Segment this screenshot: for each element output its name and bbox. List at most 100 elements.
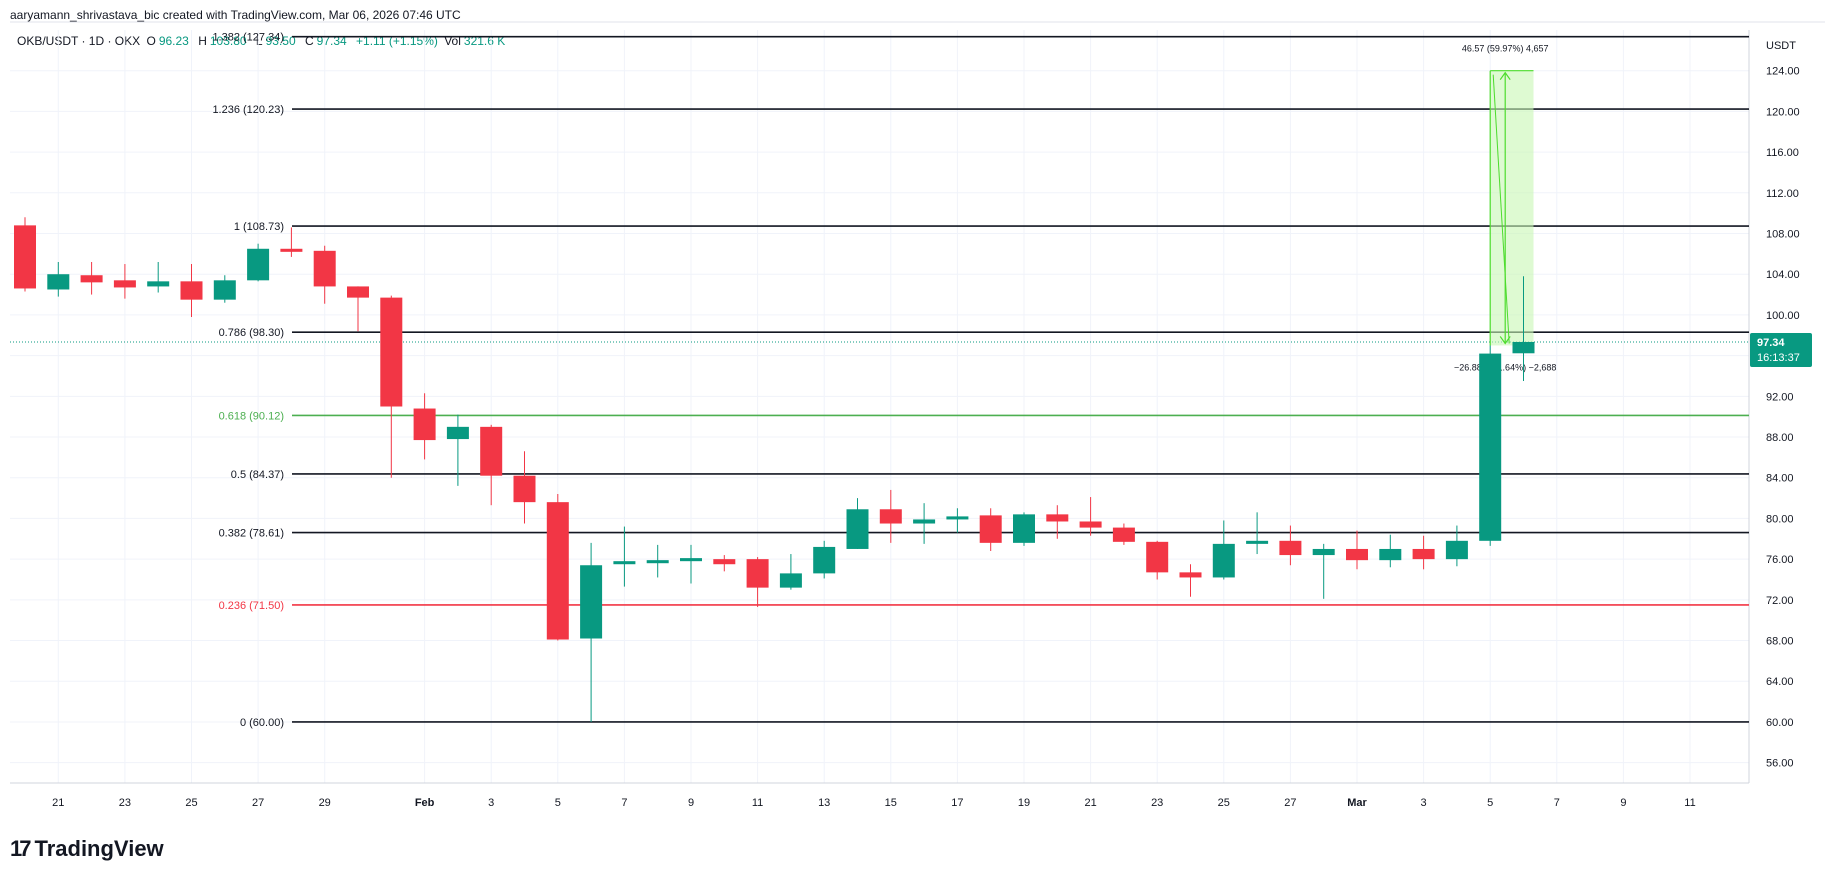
candle-2 xyxy=(80,262,103,295)
candle-11 xyxy=(380,295,403,478)
candle-31 xyxy=(1046,505,1069,539)
time-tick-23: 9 xyxy=(1620,797,1626,809)
candle-body-6 xyxy=(213,280,236,300)
time-tick-11: 13 xyxy=(818,797,830,809)
time-tick-7: 5 xyxy=(555,797,561,809)
candle-32 xyxy=(1079,497,1102,536)
candle-body-16 xyxy=(546,502,569,640)
price-tick-1: 60.00 xyxy=(1766,717,1794,729)
candle-body-4 xyxy=(147,281,170,287)
price-tick-14: 112.00 xyxy=(1766,188,1799,200)
candle-38 xyxy=(1279,525,1302,566)
currency-label: USDT xyxy=(1766,40,1796,52)
fib-label-5: 0.5 (84.37) xyxy=(231,469,284,481)
time-tick-8: 7 xyxy=(621,797,627,809)
symbol-name[interactable]: OKB/USDT · 1D · OKX xyxy=(17,34,141,48)
candle-body-18 xyxy=(613,561,636,565)
time-tick-19: Mar xyxy=(1347,797,1367,809)
candle-body-37 xyxy=(1246,540,1269,544)
fib-label-2: 1 (108.73) xyxy=(234,221,284,233)
candle-body-1 xyxy=(47,274,70,290)
candle-0 xyxy=(14,217,36,292)
price-tick-3: 68.00 xyxy=(1766,636,1794,648)
time-tick-10: 11 xyxy=(752,797,763,809)
candle-body-19 xyxy=(646,560,669,564)
candle-body-15 xyxy=(513,475,536,503)
candle-20 xyxy=(680,544,702,584)
time-tick-4: 29 xyxy=(319,797,331,809)
price-tick-13: 108.00 xyxy=(1766,229,1800,241)
time-tick-13: 17 xyxy=(951,797,963,809)
time-tick-2: 25 xyxy=(185,797,197,809)
price-tick-4: 72.00 xyxy=(1766,595,1794,607)
fib-label-4: 0.618 (90.12) xyxy=(219,410,284,422)
candle-26 xyxy=(879,489,902,543)
time-tick-22: 7 xyxy=(1554,797,1560,809)
price-tick-5: 76.00 xyxy=(1766,554,1794,566)
candle-9 xyxy=(313,245,336,304)
candle-body-2 xyxy=(80,275,103,283)
candle-body-41 xyxy=(1379,548,1402,561)
candle-45 xyxy=(1512,276,1535,382)
candle-body-33 xyxy=(1112,527,1135,542)
candle-40 xyxy=(1346,530,1368,570)
candle-6 xyxy=(213,275,236,303)
time-tick-16: 23 xyxy=(1151,797,1163,809)
fib-label-8: 0 (60.00) xyxy=(240,717,284,729)
candle-5 xyxy=(180,264,203,317)
low-value: L 93.50 xyxy=(255,34,296,48)
time-tick-6: 3 xyxy=(488,797,494,809)
fib-label-7: 0.236 (71.50) xyxy=(219,600,284,612)
open-value: O 96.23 xyxy=(146,34,189,48)
candle-body-21 xyxy=(713,559,736,565)
candle-7 xyxy=(247,243,270,282)
candle-body-17 xyxy=(580,565,603,639)
fib-label-0: 1.382 (127.34) xyxy=(212,32,284,44)
time-tick-18: 27 xyxy=(1284,797,1296,809)
candle-8 xyxy=(280,227,303,257)
candle-18 xyxy=(613,526,636,587)
time-tick-12: 15 xyxy=(885,797,897,809)
candle-23 xyxy=(779,554,802,590)
high-value: H 103.80 xyxy=(198,34,247,48)
price-axis: 56.00 60.00 64.00 68.00 72.00 76.00 80.00 84.00… xyxy=(1750,40,1812,770)
candle-13 xyxy=(446,414,469,486)
tradingview-logo[interactable]: 17 TradingView xyxy=(10,836,164,862)
time-tick-0: 21 xyxy=(52,797,64,809)
measure-diagonal xyxy=(1492,74,1510,344)
candle-body-8 xyxy=(280,248,303,252)
candle-21 xyxy=(713,555,736,572)
price-tick-2: 64.00 xyxy=(1766,676,1794,688)
candle-15 xyxy=(513,451,536,524)
last-price-badge xyxy=(1750,332,1812,367)
candle-body-40 xyxy=(1346,548,1368,561)
time-tick-17: 25 xyxy=(1218,797,1230,809)
candle-30 xyxy=(1013,512,1035,546)
time-tick-5: Feb xyxy=(415,797,435,809)
candle-17 xyxy=(580,542,603,722)
candle-body-31 xyxy=(1046,514,1069,522)
price-tick-6: 80.00 xyxy=(1766,513,1794,525)
tradingview-logo-text: TradingView xyxy=(34,836,164,861)
candle-27 xyxy=(913,503,936,544)
candle-body-26 xyxy=(879,509,902,524)
candle-body-36 xyxy=(1212,543,1235,578)
candle-10 xyxy=(347,286,369,332)
candle-33 xyxy=(1112,523,1135,545)
candle-24 xyxy=(813,540,836,579)
price-tick-15: 116.00 xyxy=(1766,147,1799,159)
candle-34 xyxy=(1146,540,1169,580)
candle-1 xyxy=(47,262,70,297)
candle-body-38 xyxy=(1279,540,1302,556)
candle-44 xyxy=(1479,345,1502,546)
candle-4 xyxy=(147,262,170,293)
candle-body-35 xyxy=(1179,572,1202,578)
fib-label-6: 0.382 (78.61) xyxy=(219,528,284,540)
candle-19 xyxy=(646,544,669,578)
fib-label-1: 1.236 (120.23) xyxy=(212,104,284,116)
candle-39 xyxy=(1312,543,1335,599)
candlestick-series xyxy=(14,217,1535,722)
last-price-label: 97.34 xyxy=(1757,337,1785,349)
measure-down-label: −26.88 (−21.64%) −2,688 xyxy=(1454,362,1556,372)
